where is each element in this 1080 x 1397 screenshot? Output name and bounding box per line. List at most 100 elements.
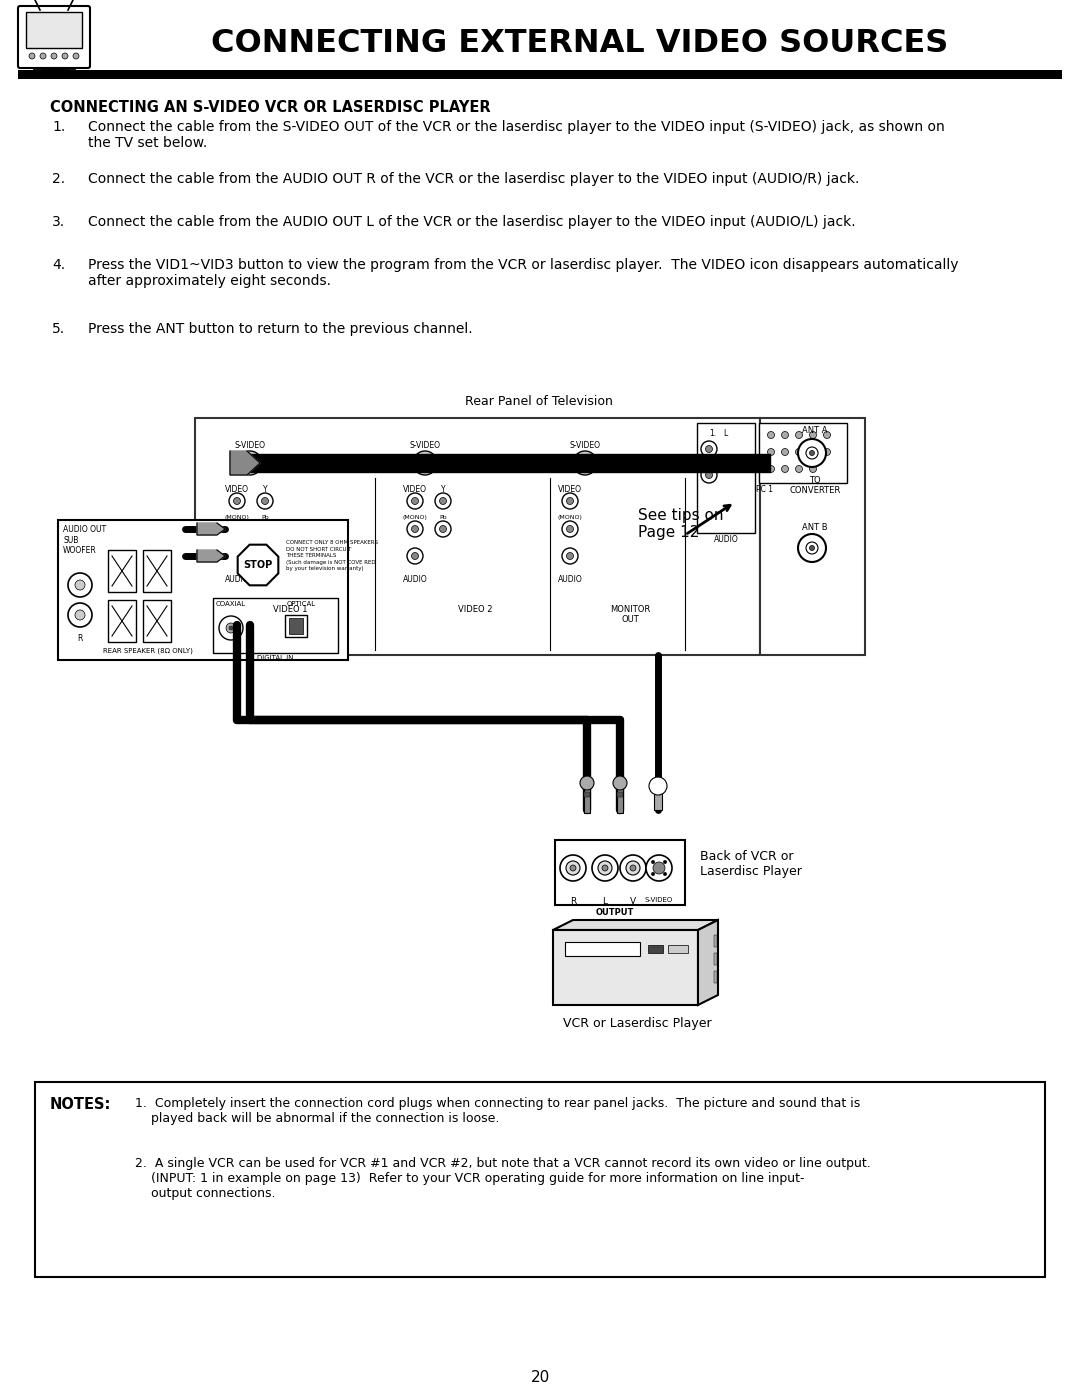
Circle shape [229,493,245,509]
Text: ANT B: ANT B [802,522,827,532]
Text: COAXIAL: COAXIAL [216,601,246,608]
Text: Pb: Pb [440,515,447,520]
Circle shape [701,467,717,483]
Circle shape [440,497,446,504]
Text: Connect the cable from the AUDIO OUT L of the VCR or the laserdisc player to the: Connect the cable from the AUDIO OUT L o… [87,215,855,229]
Circle shape [75,610,85,620]
Text: 2.: 2. [52,172,65,186]
Polygon shape [197,522,225,535]
Text: VIDEO 2: VIDEO 2 [458,605,492,615]
Polygon shape [197,550,225,562]
Text: PC 1: PC 1 [756,485,773,495]
Circle shape [768,432,774,439]
Circle shape [75,580,85,590]
Bar [143,599,171,643]
Text: OUTPUT: OUTPUT [596,908,634,916]
Text: MONITOR
OUT: MONITOR OUT [610,605,650,624]
Bar [759,423,847,483]
Circle shape [592,855,618,882]
Circle shape [810,432,816,439]
Circle shape [806,542,818,555]
Bar [213,598,338,652]
Circle shape [580,458,590,468]
Text: See tips on
Page 12: See tips on Page 12 [638,509,724,541]
Text: NOTES:: NOTES: [50,1097,111,1112]
Circle shape [567,525,573,532]
Text: 4.: 4. [52,258,65,272]
Circle shape [663,861,666,863]
Circle shape [411,552,419,560]
Circle shape [663,872,666,876]
Polygon shape [698,921,718,1004]
Circle shape [226,623,237,633]
Circle shape [229,626,233,630]
Bar [584,785,590,813]
Text: OPTICAL: OPTICAL [286,601,315,608]
Circle shape [782,432,788,439]
Circle shape [435,493,451,509]
Circle shape [238,451,262,475]
Text: STOP: STOP [243,560,272,570]
FancyBboxPatch shape [18,6,90,68]
Circle shape [562,493,578,509]
Text: Connect the cable from the S-VIDEO OUT of the VCR or the laserdisc player to the: Connect the cable from the S-VIDEO OUT o… [87,120,945,151]
Circle shape [620,855,646,882]
Circle shape [824,448,831,455]
Circle shape [573,451,597,475]
Bar [669,944,688,953]
Circle shape [651,872,654,876]
Circle shape [411,497,419,504]
Text: Press the ANT button to return to the previous channel.: Press the ANT button to return to the pr… [87,321,473,337]
Circle shape [782,448,788,455]
Circle shape [68,604,92,627]
Circle shape [567,497,573,504]
Bar [714,953,717,965]
Circle shape [579,467,581,469]
Circle shape [701,441,717,457]
Text: Press the VID1~VID3 button to view the program from the VCR or laserdisc player.: Press the VID1~VID3 button to view the p… [87,258,959,288]
Text: Rear Panel of Television: Rear Panel of Television [465,395,612,408]
Circle shape [768,448,774,455]
Circle shape [824,432,831,439]
Circle shape [561,855,586,882]
Circle shape [796,465,802,472]
Text: L: L [603,897,607,907]
Text: V: V [630,897,636,907]
Bar [555,840,685,905]
Circle shape [798,439,826,467]
Circle shape [244,467,246,469]
Bar [18,70,1062,80]
Circle shape [407,521,423,536]
Circle shape [254,457,256,460]
Circle shape [233,525,241,532]
Bar [617,785,623,813]
Bar [26,13,82,47]
Text: R: R [570,897,576,907]
Circle shape [705,446,713,453]
Circle shape [73,53,79,59]
Circle shape [562,548,578,564]
Circle shape [254,467,256,469]
Text: (MONO): (MONO) [403,515,428,520]
Circle shape [768,465,774,472]
Bar [617,792,623,798]
Circle shape [796,448,802,455]
Bar [697,423,755,534]
Circle shape [653,862,665,875]
Circle shape [646,855,672,882]
Circle shape [419,467,421,469]
Circle shape [257,521,273,536]
Circle shape [429,467,431,469]
Circle shape [261,497,269,504]
Text: CONNECT ONLY 8 OHM SPEAKERS
DO NOT SHORT CIRCUIT
THESE TERMINALS
(Such damage is: CONNECT ONLY 8 OHM SPEAKERS DO NOT SHORT… [286,541,378,571]
Circle shape [257,493,273,509]
Circle shape [810,450,814,455]
Text: 1.: 1. [708,429,716,439]
Text: (MONO): (MONO) [557,515,582,520]
Text: CONNECTING AN S-VIDEO VCR OR LASERDISC PLAYER: CONNECTING AN S-VIDEO VCR OR LASERDISC P… [50,101,490,115]
Circle shape [806,447,818,460]
Bar [648,944,663,953]
Text: AUDIO: AUDIO [714,535,739,543]
Bar [553,930,698,1004]
Text: S-VIDEO: S-VIDEO [645,897,673,902]
